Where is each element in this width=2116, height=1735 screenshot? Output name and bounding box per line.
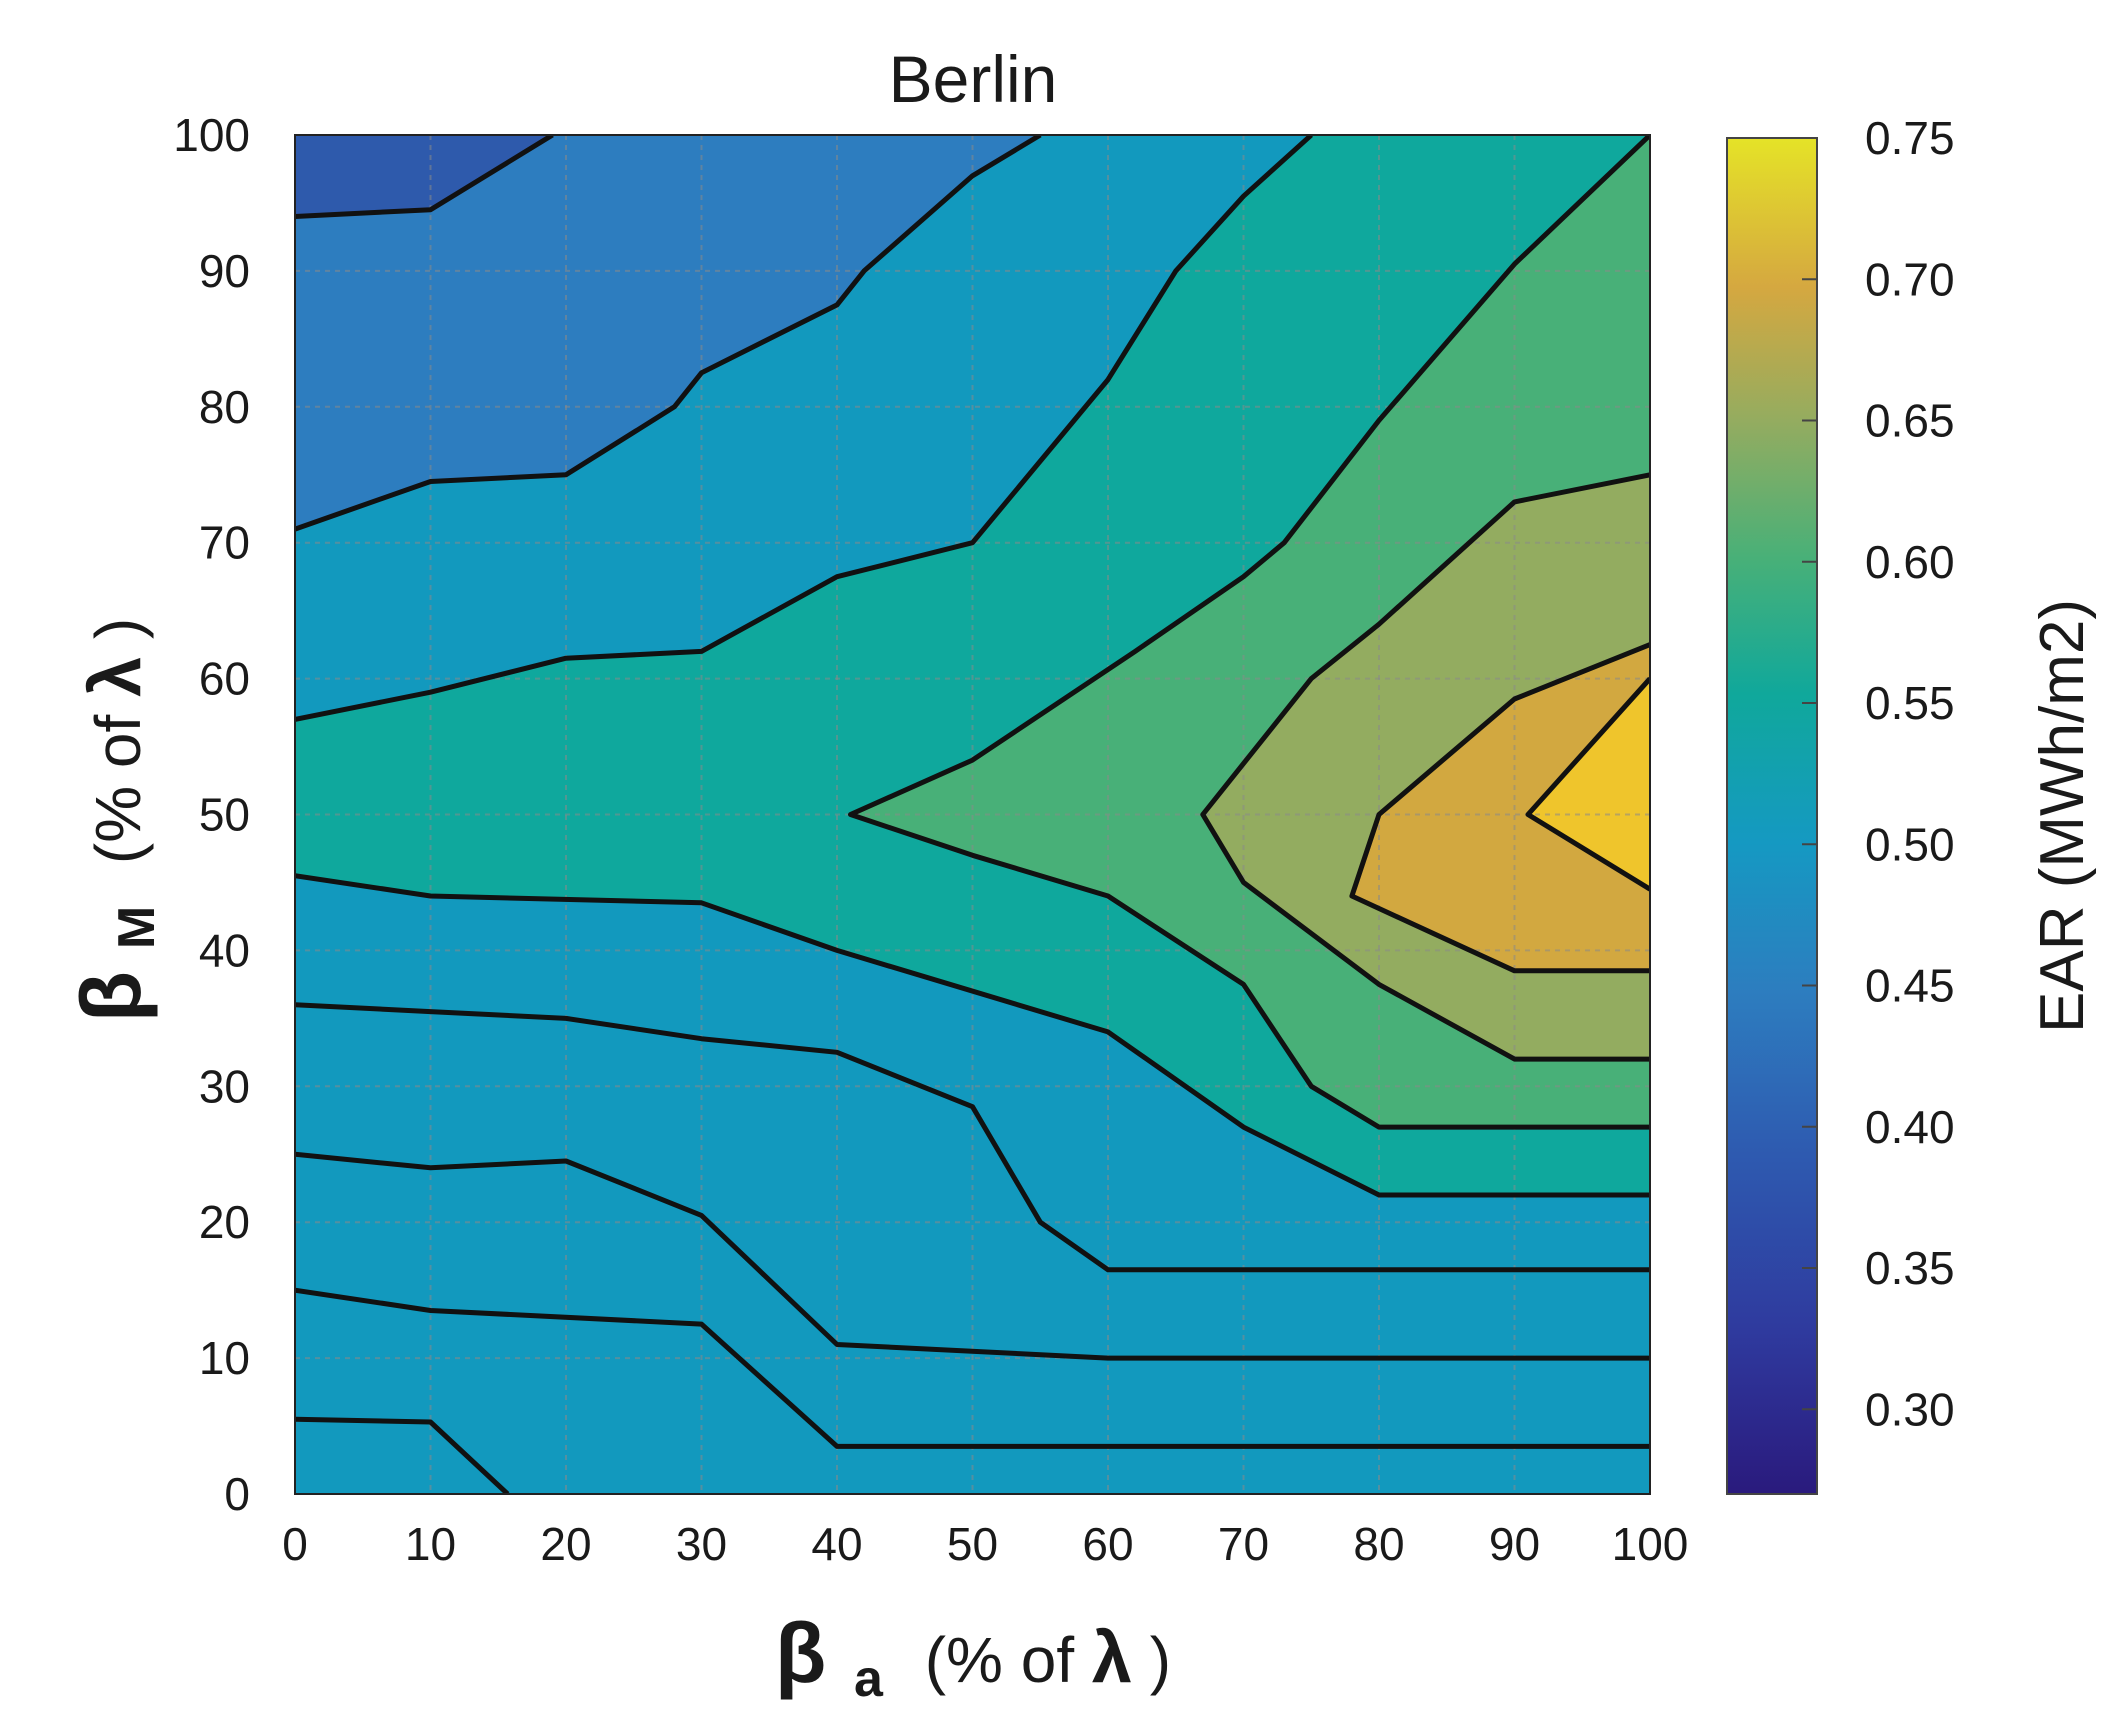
x-axis-label: β a (% of λ ) [775, 1606, 1171, 1710]
contour-line-0.65-9 [1200, 472, 1650, 1062]
y-tick-label-100: 100 [173, 109, 250, 161]
colorbar-tick-label-0.35: 0.35 [1865, 1242, 1955, 1294]
y-tick-label-0: 0 [224, 1468, 250, 1520]
y-tick-label-80: 80 [199, 381, 250, 433]
x-tick-label-30: 30 [676, 1518, 727, 1570]
y-tick-label-70: 70 [199, 517, 250, 569]
colorbar [1726, 137, 1818, 1495]
contour-region-7 [295, 135, 553, 217]
x-tick-label-20: 20 [540, 1518, 591, 1570]
contour-line-0.55-6 [295, 135, 1042, 532]
y-tick-label-40: 40 [199, 924, 250, 976]
contour-line-0.70-11 [1525, 676, 1650, 892]
y-tick-label-90: 90 [199, 245, 250, 297]
chart-title: Berlin [889, 42, 1058, 116]
contour-line-0.70-10 [1349, 642, 1650, 974]
colorbar-tick-label-0.30: 0.30 [1865, 1383, 1955, 1435]
colorbar-label: EAR (MWh/m2) [2028, 599, 2097, 1033]
colorbar-tick-label-0.50: 0.50 [1865, 818, 1955, 870]
contour-line-0.45-3 [295, 1002, 1650, 1273]
contour-line-0.50-4 [295, 135, 554, 219]
plot-frame [294, 134, 1651, 1495]
colorbar-tick-label-0.55: 0.55 [1865, 677, 1955, 729]
contour-line-0.60-8 [848, 135, 1650, 1130]
y-tick-label-10: 10 [199, 1332, 250, 1384]
y-axis-ticks: 0 10 20 30 40 50 60 70 80 90 100 [173, 109, 250, 1520]
colorbar-tick-label-0.70: 0.70 [1865, 253, 1955, 305]
x-tick-label-90: 90 [1489, 1518, 1540, 1570]
y-axis-unit-suffix: ) [82, 618, 154, 639]
y-axis-label: β M (% of λ ) [64, 618, 168, 1022]
contour-line-0.40-2 [295, 1151, 1650, 1361]
colorbar-tick-label-0.45: 0.45 [1865, 960, 1955, 1012]
x-tick-label-60: 60 [1082, 1518, 1133, 1570]
x-tick-label-100: 100 [1612, 1518, 1689, 1570]
x-axis-ticks: 0 10 20 30 40 50 60 70 80 90 100 [282, 1518, 1688, 1570]
contour-line-0.50-5 [295, 873, 1650, 1198]
colorbar-tick-label-0.75: 0.75 [1865, 112, 1955, 164]
colorbar-tick-label-0.40: 0.40 [1865, 1101, 1955, 1153]
x-axis-unit-prefix: (% of [925, 1624, 1092, 1696]
contour-line-0.55-7 [295, 135, 1313, 722]
contour-lines [295, 135, 1650, 1494]
colorbar-tick-label-0.65: 0.65 [1865, 395, 1955, 447]
y-axis-unit-symbol: λ [76, 657, 156, 697]
x-tick-label-0: 0 [282, 1518, 308, 1570]
y-axis-symbol: β [64, 971, 158, 1022]
colorbar-ticks: 0.30 0.35 0.40 0.45 0.50 0.55 0.60 0.65 0.70 0.75 [1802, 112, 1955, 1435]
y-tick-label-20: 20 [199, 1196, 250, 1248]
y-tick-label-60: 60 [199, 653, 250, 705]
contour-region-12 [1351, 644, 1650, 971]
x-tick-label-10: 10 [405, 1518, 456, 1570]
y-tick-label-30: 30 [199, 1060, 250, 1112]
contour-region-13 [1528, 678, 1650, 890]
y-axis-unit-prefix: (% of [82, 697, 154, 864]
x-axis-symbol: β [775, 1606, 826, 1700]
x-tick-label-70: 70 [1218, 1518, 1269, 1570]
x-tick-label-80: 80 [1353, 1518, 1404, 1570]
y-axis-subscript: M [108, 906, 166, 949]
x-tick-label-50: 50 [947, 1518, 998, 1570]
x-tick-label-40: 40 [811, 1518, 862, 1570]
contour-line-0.35-1 [295, 1287, 1650, 1449]
x-axis-subscript: a [854, 1650, 884, 1708]
x-axis-unit-symbol: λ [1092, 1618, 1132, 1698]
x-axis-unit-suffix: ) [1150, 1624, 1171, 1696]
colorbar-tick-label-0.60: 0.60 [1865, 536, 1955, 588]
contour-line-0.30-0 [295, 1416, 510, 1494]
y-tick-label-50: 50 [199, 789, 250, 841]
